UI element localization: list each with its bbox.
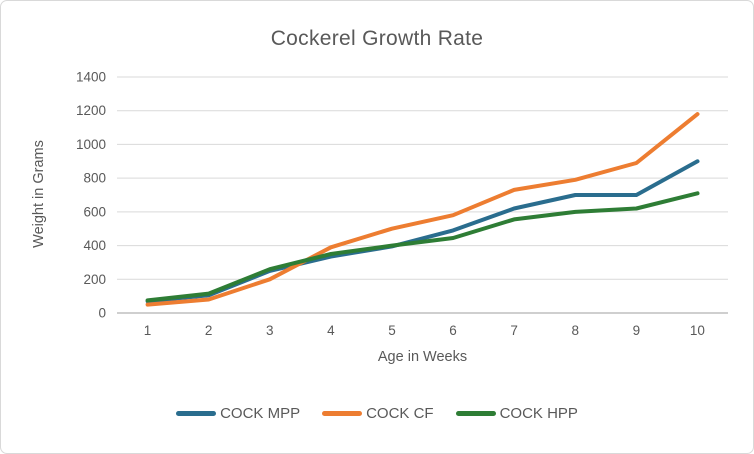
x-tick-label: 10 [690, 323, 705, 338]
y-tick-label: 1000 [76, 137, 106, 152]
legend-swatch [455, 411, 496, 416]
series-line-cock-mpp [145, 159, 700, 304]
y-tick-label: 1400 [76, 70, 106, 85]
legend-item-cock-mpp: COCK MPP [176, 405, 300, 422]
y-tick-label: 200 [83, 272, 106, 287]
x-tick-label: 3 [266, 323, 274, 338]
legend-label: COCK CF [366, 405, 434, 422]
series-line-cock-hpp [145, 191, 700, 303]
y-tick-label: 400 [83, 238, 106, 253]
x-tick-label: 1 [144, 323, 152, 338]
y-tick-label: 0 [98, 306, 106, 321]
y-tick-label: 600 [83, 204, 106, 219]
legend-label: COCK HPP [499, 405, 578, 422]
legend-item-cock-cf: COCK CF [322, 405, 434, 422]
chart-title: Cockerel Growth Rate [270, 27, 484, 50]
legend-swatch [322, 411, 363, 416]
legend-label: COCK MPP [220, 405, 301, 422]
legend-swatch [176, 411, 217, 416]
y-tick-label: 1200 [76, 103, 106, 118]
x-axis-title: Age in Weeks [377, 349, 468, 365]
series-line-cock-cf [145, 112, 700, 307]
y-tick-label: 800 [83, 171, 106, 186]
legend-item-cock-hpp: COCK HPP [455, 405, 578, 422]
x-tick-label: 8 [571, 323, 579, 338]
x-tick-label: 5 [388, 323, 396, 338]
x-tick-label: 2 [205, 323, 213, 338]
x-tick-label: 7 [510, 323, 518, 338]
x-tick-label: 9 [633, 323, 641, 338]
x-tick-label: 6 [449, 323, 457, 338]
chart-legend: COCK MPP COCK CF COCK HPP [1, 405, 753, 422]
x-tick-label: 4 [327, 323, 335, 338]
